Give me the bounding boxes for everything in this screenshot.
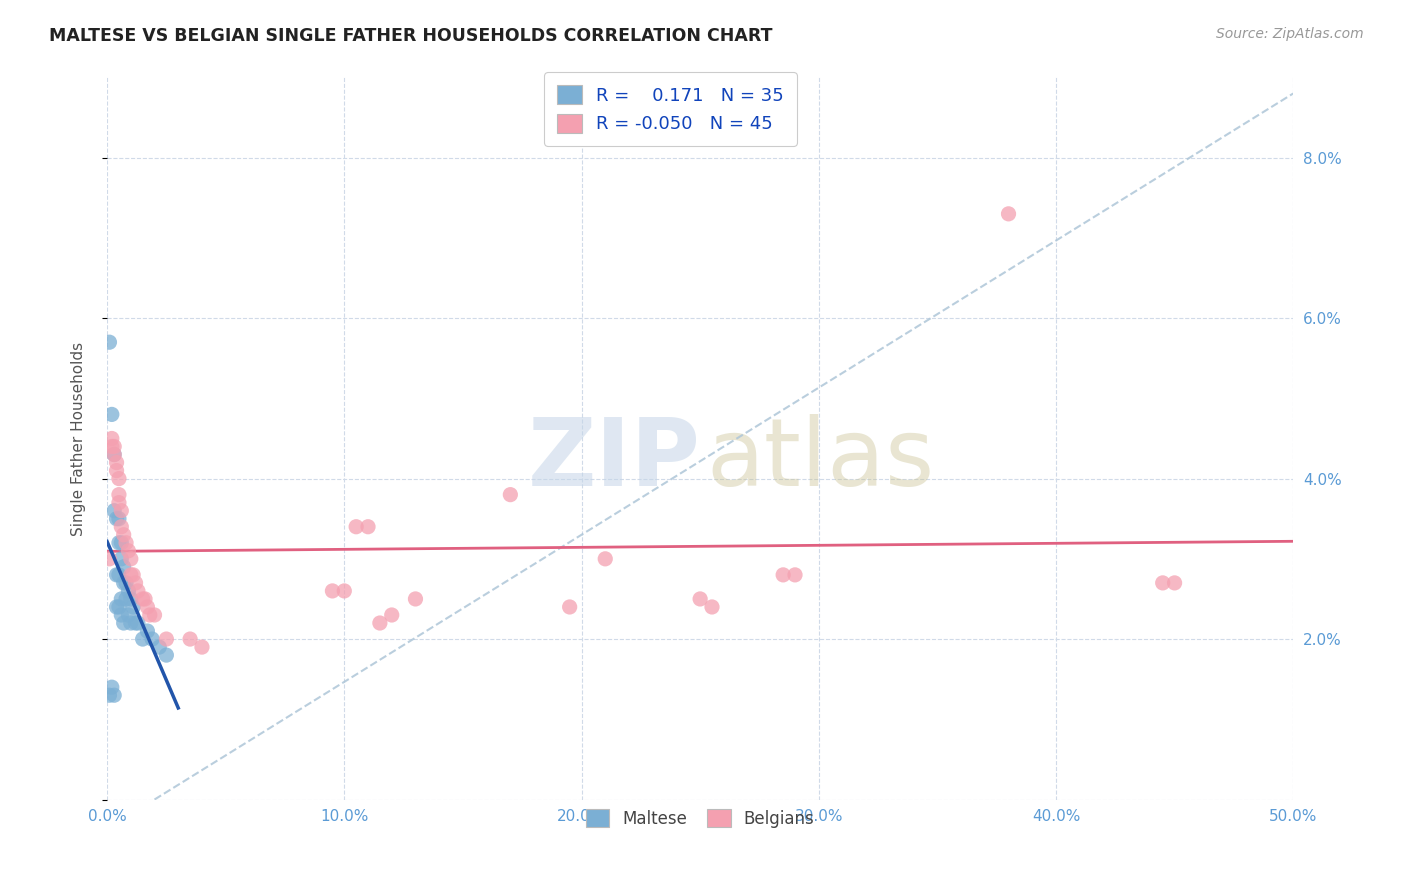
Point: [333, 583, 356, 598]
Point: [120, 567, 142, 582]
Point: [117, 543, 139, 558]
Point: [357, 520, 380, 534]
Point: [112, 575, 135, 590]
Point: [105, 599, 128, 614]
Point: [148, 640, 170, 654]
Point: [122, 599, 145, 614]
Point: [321, 583, 343, 598]
Point: [108, 599, 131, 614]
Point: [136, 599, 159, 614]
Point: [105, 512, 128, 526]
Point: [115, 575, 138, 590]
Point: [108, 567, 131, 582]
Point: [108, 472, 131, 486]
Point: [997, 207, 1019, 221]
Point: [98, 335, 121, 350]
Point: [131, 591, 153, 606]
Point: [115, 591, 138, 606]
Point: [124, 575, 146, 590]
Point: [368, 615, 391, 630]
Point: [344, 520, 367, 534]
Point: [108, 512, 131, 526]
Point: [700, 599, 723, 614]
Point: [103, 448, 125, 462]
Point: [110, 591, 132, 606]
Point: [105, 464, 128, 478]
Point: [101, 680, 124, 694]
Point: [136, 624, 159, 638]
Point: [101, 408, 124, 422]
Point: [124, 615, 146, 630]
Point: [593, 551, 616, 566]
Point: [155, 648, 177, 662]
Point: [131, 632, 153, 646]
Point: [103, 448, 125, 462]
Point: [141, 632, 163, 646]
Point: [103, 440, 125, 454]
Point: [772, 567, 794, 582]
Text: atlas: atlas: [706, 414, 935, 506]
Point: [689, 591, 711, 606]
Point: [499, 488, 522, 502]
Point: [120, 615, 142, 630]
Point: [134, 591, 156, 606]
Point: [117, 583, 139, 598]
Point: [112, 615, 135, 630]
Point: [1163, 575, 1185, 590]
Point: [191, 640, 214, 654]
Point: [179, 632, 201, 646]
Point: [112, 559, 135, 574]
Text: Source: ZipAtlas.com: Source: ZipAtlas.com: [1216, 27, 1364, 41]
Point: [115, 536, 138, 550]
Point: [105, 567, 128, 582]
Point: [1152, 575, 1174, 590]
Point: [120, 551, 142, 566]
Point: [404, 591, 426, 606]
Point: [103, 688, 125, 702]
Point: [139, 607, 162, 622]
Text: MALTESE VS BELGIAN SINGLE FATHER HOUSEHOLDS CORRELATION CHART: MALTESE VS BELGIAN SINGLE FATHER HOUSEHO…: [49, 27, 773, 45]
Point: [143, 607, 166, 622]
Point: [108, 488, 131, 502]
Point: [127, 583, 149, 598]
Point: [127, 615, 149, 630]
Point: [110, 536, 132, 550]
Point: [110, 607, 132, 622]
Text: ZIP: ZIP: [527, 414, 700, 506]
Point: [98, 551, 121, 566]
Point: [110, 551, 132, 566]
Point: [122, 567, 145, 582]
Point: [103, 504, 125, 518]
Point: [101, 440, 124, 454]
Point: [381, 607, 404, 622]
Point: [105, 456, 128, 470]
Point: [112, 528, 135, 542]
Point: [110, 520, 132, 534]
Y-axis label: Single Father Households: Single Father Households: [72, 342, 86, 535]
Point: [120, 591, 142, 606]
Point: [108, 496, 131, 510]
Point: [98, 688, 121, 702]
Point: [117, 607, 139, 622]
Point: [558, 599, 581, 614]
Point: [110, 504, 132, 518]
Point: [101, 432, 124, 446]
Point: [783, 567, 806, 582]
Point: [155, 632, 177, 646]
Point: [108, 536, 131, 550]
Legend: Maltese, Belgians: Maltese, Belgians: [579, 803, 821, 835]
